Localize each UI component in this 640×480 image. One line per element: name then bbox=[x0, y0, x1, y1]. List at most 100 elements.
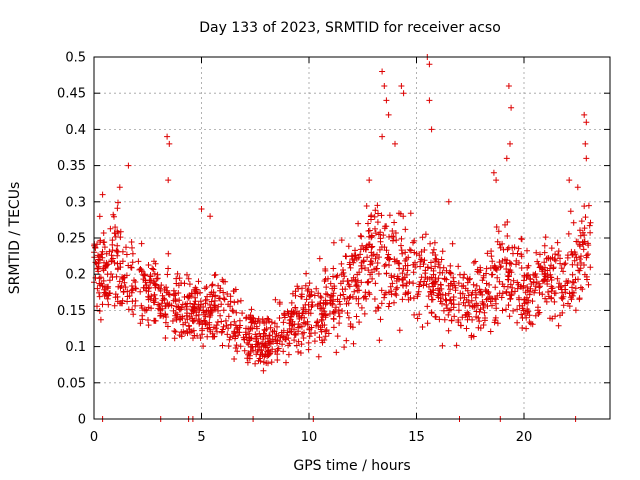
x-tick-label: 0 bbox=[90, 430, 98, 445]
data-point bbox=[188, 290, 195, 297]
data-point bbox=[116, 300, 123, 307]
data-point bbox=[428, 259, 434, 266]
data-point bbox=[96, 308, 103, 314]
data-point bbox=[422, 270, 429, 277]
data-point bbox=[418, 248, 425, 255]
data-point bbox=[149, 265, 156, 272]
data-point bbox=[368, 234, 375, 241]
data-point bbox=[529, 298, 536, 305]
data-point bbox=[488, 271, 495, 278]
data-point bbox=[304, 287, 311, 294]
data-point bbox=[129, 250, 136, 257]
data-point bbox=[258, 346, 265, 353]
data-point bbox=[510, 307, 517, 314]
data-point bbox=[109, 241, 116, 248]
data-point bbox=[287, 328, 294, 335]
data-point bbox=[207, 291, 214, 298]
data-point bbox=[311, 292, 318, 299]
data-point bbox=[117, 228, 124, 235]
data-point bbox=[533, 249, 540, 256]
data-point bbox=[538, 265, 545, 272]
data-point bbox=[214, 328, 220, 335]
data-point bbox=[141, 306, 148, 313]
data-point bbox=[171, 292, 178, 299]
data-point bbox=[139, 305, 145, 311]
data-point bbox=[494, 274, 501, 281]
y-tick-label: 0.5 bbox=[65, 51, 86, 66]
data-point bbox=[351, 257, 358, 264]
data-point bbox=[569, 284, 575, 291]
data-point bbox=[556, 280, 563, 287]
data-point bbox=[473, 313, 480, 320]
data-point bbox=[563, 278, 570, 285]
data-point bbox=[559, 295, 566, 302]
data-point bbox=[584, 240, 591, 247]
data-point bbox=[355, 220, 362, 227]
data-point bbox=[377, 235, 384, 242]
data-point bbox=[480, 322, 487, 328]
data-point bbox=[537, 283, 543, 290]
data-point bbox=[137, 288, 144, 295]
data-point bbox=[351, 288, 358, 295]
y-tick-label: 0.45 bbox=[57, 87, 86, 102]
data-point bbox=[145, 293, 152, 300]
data-point bbox=[158, 300, 165, 307]
data-point bbox=[504, 246, 511, 253]
data-point bbox=[487, 265, 494, 271]
data-point bbox=[324, 291, 331, 298]
data-point bbox=[448, 317, 455, 324]
data-point bbox=[394, 284, 401, 291]
data-point bbox=[364, 254, 371, 261]
data-point bbox=[231, 288, 237, 294]
data-point bbox=[195, 278, 202, 285]
data-point bbox=[505, 83, 512, 89]
data-point bbox=[575, 276, 581, 283]
data-point bbox=[347, 321, 354, 327]
data-point bbox=[164, 271, 171, 278]
data-point bbox=[138, 240, 145, 247]
data-point bbox=[481, 309, 488, 316]
data-point bbox=[103, 283, 110, 290]
data-point bbox=[200, 317, 207, 324]
data-point bbox=[138, 267, 145, 274]
data-point bbox=[447, 306, 454, 313]
data-point bbox=[493, 177, 500, 184]
data-point bbox=[466, 276, 473, 283]
data-point bbox=[150, 266, 157, 273]
data-point bbox=[375, 305, 382, 312]
data-point bbox=[569, 271, 576, 278]
data-point bbox=[487, 328, 494, 335]
data-point bbox=[374, 260, 381, 266]
data-point bbox=[365, 228, 372, 234]
data-point bbox=[535, 304, 541, 311]
data-point bbox=[396, 210, 402, 217]
data-point bbox=[385, 303, 392, 310]
data-point bbox=[104, 295, 111, 302]
data-point bbox=[209, 281, 216, 288]
data-point bbox=[234, 348, 241, 355]
data-point bbox=[430, 246, 437, 253]
data-point bbox=[391, 219, 398, 226]
data-point bbox=[503, 288, 510, 295]
data-point bbox=[225, 301, 232, 308]
data-point bbox=[488, 253, 495, 260]
data-point bbox=[157, 307, 164, 314]
data-point bbox=[530, 271, 537, 278]
data-point bbox=[184, 300, 191, 307]
data-point bbox=[543, 298, 550, 305]
data-point bbox=[509, 284, 516, 291]
data-point bbox=[333, 274, 340, 281]
data-point bbox=[560, 268, 567, 275]
data-point bbox=[398, 235, 405, 242]
data-point bbox=[191, 301, 198, 308]
data-point bbox=[152, 317, 159, 324]
data-point bbox=[111, 259, 118, 266]
data-point bbox=[99, 301, 106, 308]
data-point bbox=[287, 320, 293, 327]
data-point bbox=[455, 263, 462, 270]
data-point bbox=[431, 239, 438, 246]
data-point bbox=[407, 210, 414, 217]
data-point bbox=[304, 321, 311, 328]
data-point bbox=[520, 285, 527, 292]
data-point bbox=[100, 230, 107, 236]
